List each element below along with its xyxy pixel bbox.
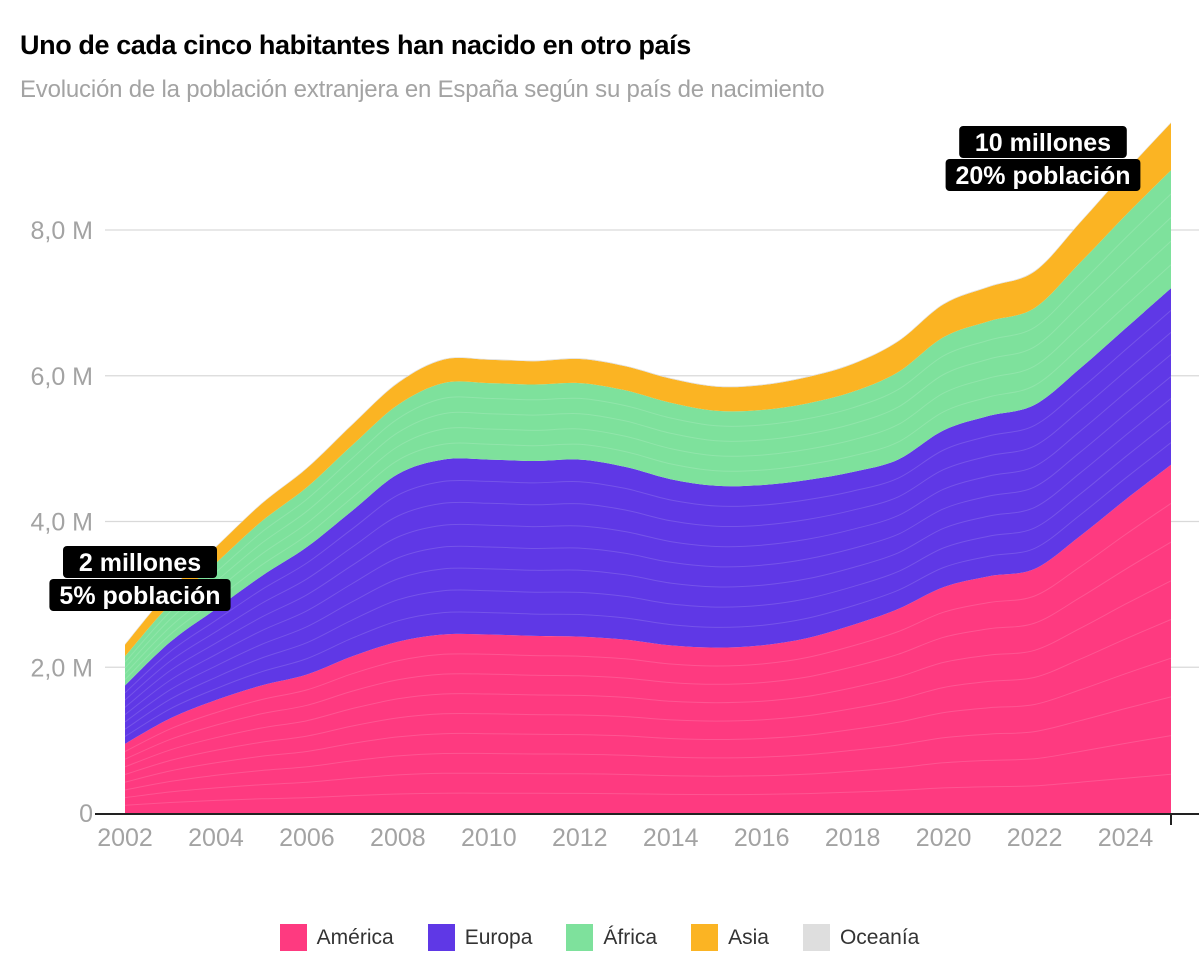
legend-label: Oceanía (839, 925, 920, 949)
chart-subtitle: Evolución de la población extranjera en … (20, 76, 825, 103)
y-tick-label: 6,0 M (30, 363, 93, 391)
legend-swatch (427, 924, 455, 951)
chart-title: Uno de cada cinco habitantes han nacido … (20, 30, 691, 60)
stacked-area-chart: 0 2,0 M 4,0 M 6,0 M 8,0 M 2002 2004 2006 2008 201… (30, 122, 1199, 852)
legend-label: Asia (728, 925, 769, 949)
area-stream-line (124, 310, 1172, 694)
annotation-box (63, 546, 217, 578)
legend-item-áfrica: África (566, 924, 657, 951)
x-tick-label: 2004 (188, 824, 244, 852)
y-tick-label: 4,0 M (30, 509, 93, 537)
area-stream-line (124, 398, 1172, 723)
area-stream-line (124, 735, 1172, 799)
annotation-end-line1: 10 millones (959, 126, 1127, 158)
area-europa (125, 288, 1171, 744)
legend-swatch (691, 924, 719, 951)
x-tick-label: 2020 (916, 824, 972, 852)
y-tick-label: 2,0 M (30, 654, 93, 682)
annotation-text: 10 millones (975, 129, 1111, 157)
area-stream-line (124, 619, 1172, 775)
annotation-end-line2: 20% población (945, 159, 1141, 191)
x-tick-label: 2022 (1007, 824, 1063, 852)
legend-swatch (279, 924, 307, 951)
area-áfrica (125, 170, 1171, 686)
x-tick-label: 2012 (552, 824, 608, 852)
legend-item-asia: Asia (691, 924, 769, 951)
legend-swatch (802, 924, 830, 951)
area-asia (125, 122, 1171, 657)
area-stream-line (124, 502, 1172, 752)
area-stream-line (124, 541, 1172, 760)
x-tick-label: 2002 (97, 824, 153, 852)
area-stream-line (124, 773, 1172, 806)
annotation-box (49, 579, 231, 611)
x-tick-label: 2010 (461, 824, 517, 852)
x-tick-label: 2014 (643, 824, 699, 852)
annotation-box (959, 126, 1127, 158)
annotation-box (945, 159, 1141, 191)
area-stream-line (124, 217, 1172, 669)
legend: América Europa África Asia Oceanía (0, 924, 1199, 951)
annotation-start-line1: 2 millones (63, 546, 217, 578)
legend-label: África (603, 925, 658, 949)
x-tick-label: 2016 (734, 824, 790, 852)
annotation-start-line2: 5% población (49, 579, 231, 611)
annotation-text: 5% población (59, 582, 220, 610)
area-stream-line (124, 580, 1172, 768)
area-stream-line (124, 657, 1172, 783)
x-tick-label: 2006 (279, 824, 335, 852)
area-stream-line (124, 354, 1172, 708)
x-tick-label: 2008 (370, 824, 426, 852)
legend-item-américa: América (279, 924, 394, 951)
area-stream-line (124, 264, 1172, 680)
area-américa (125, 464, 1171, 813)
area-stream-line (124, 193, 1172, 663)
y-tick-label: 8,0 M (30, 217, 93, 245)
legend-item-oceanía: Oceanía (802, 924, 920, 951)
area-stream-line (124, 240, 1172, 675)
legend-swatch (566, 924, 594, 951)
legend-label: América (316, 925, 394, 949)
area-stream-line (124, 332, 1172, 701)
legend-label: Europa (464, 925, 533, 949)
y-tick-label: 0 (79, 800, 93, 828)
area-stream-line (124, 420, 1172, 730)
legend-item-europa: Europa (427, 924, 533, 951)
area-stream-line (124, 442, 1172, 737)
x-tick-label: 2024 (1098, 824, 1154, 852)
annotation-text: 20% población (955, 162, 1130, 190)
annotation-text: 2 millones (79, 549, 201, 577)
area-stream-line (124, 696, 1172, 791)
area-stream-line (124, 376, 1172, 715)
x-tick-label: 2018 (825, 824, 881, 852)
